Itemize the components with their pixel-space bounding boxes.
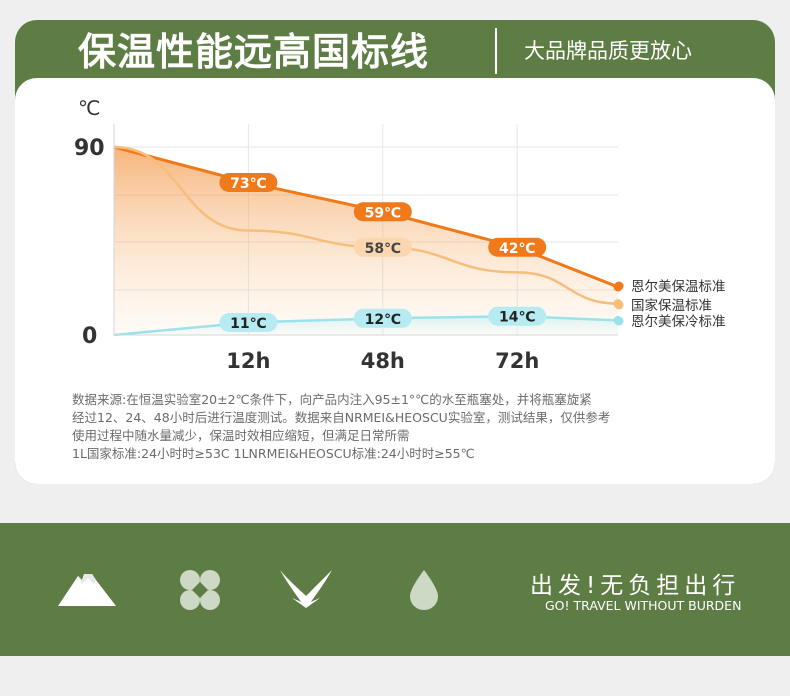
data-label-bg bbox=[353, 308, 412, 328]
clover-icon bbox=[180, 570, 220, 610]
data-label: 59℃ bbox=[365, 205, 401, 221]
page-title: 保温性能远高国标线 bbox=[78, 30, 430, 74]
header-divider bbox=[495, 28, 497, 74]
mountain-icon bbox=[58, 574, 116, 606]
legend-label: 国家保温标准 bbox=[631, 297, 712, 314]
data-label-bg bbox=[353, 237, 412, 257]
legend-marker bbox=[614, 300, 624, 310]
legend-label: 恩尔美保冷标准 bbox=[631, 314, 726, 330]
footer-slogan-en: GO! TRAVEL WITHOUT BURDEN bbox=[545, 598, 742, 613]
page-subtitle: 大品牌品质更放心 bbox=[524, 39, 692, 63]
water-drop-icon bbox=[410, 570, 438, 610]
data-label: 42℃ bbox=[499, 241, 535, 257]
y-axis-unit: ℃ bbox=[78, 96, 100, 120]
footer-band bbox=[0, 523, 790, 656]
data-label: 11℃ bbox=[230, 316, 266, 332]
x-tick-label: 72h bbox=[495, 349, 539, 373]
data-label: 73℃ bbox=[230, 176, 266, 192]
note-line-4: 1L国家标准:24小时时≥53C 1LNRMEI&HEOSCU标准:24小时时≥… bbox=[72, 446, 475, 461]
data-label: 12℃ bbox=[365, 312, 401, 328]
data-label: 58℃ bbox=[365, 241, 401, 257]
y-tick-label: 0 bbox=[82, 324, 97, 349]
data-label-bg bbox=[488, 306, 547, 326]
footer-slogan-cn: 出发!无负担出行 bbox=[530, 573, 741, 599]
data-label-bg bbox=[488, 237, 547, 257]
legend-marker bbox=[614, 316, 624, 326]
data-label: 14℃ bbox=[499, 310, 535, 326]
bird-icon bbox=[280, 570, 332, 608]
x-tick-label: 12h bbox=[226, 349, 270, 373]
legend-label: 恩尔美保温标准 bbox=[631, 279, 726, 295]
data-label-bg bbox=[353, 202, 412, 222]
y-tick-label: 90 bbox=[74, 136, 105, 161]
note-line-3: 使用过程中随水量减少，保温时效相应缩短，但满足日常所需 bbox=[72, 428, 410, 443]
note-line-2: 经过12、24、48小时后进行温度测试。数据来自NRMEI&HEOSCU实验室，… bbox=[72, 410, 611, 425]
data-label-bg bbox=[219, 173, 278, 193]
legend-marker bbox=[614, 281, 624, 291]
data-label-bg bbox=[219, 312, 278, 332]
x-tick-label: 48h bbox=[361, 349, 405, 373]
note-line-1: 数据来源:在恒温实验室20±2℃条件下，向产品内注入95±1°℃的水至瓶塞处，并… bbox=[72, 392, 592, 407]
